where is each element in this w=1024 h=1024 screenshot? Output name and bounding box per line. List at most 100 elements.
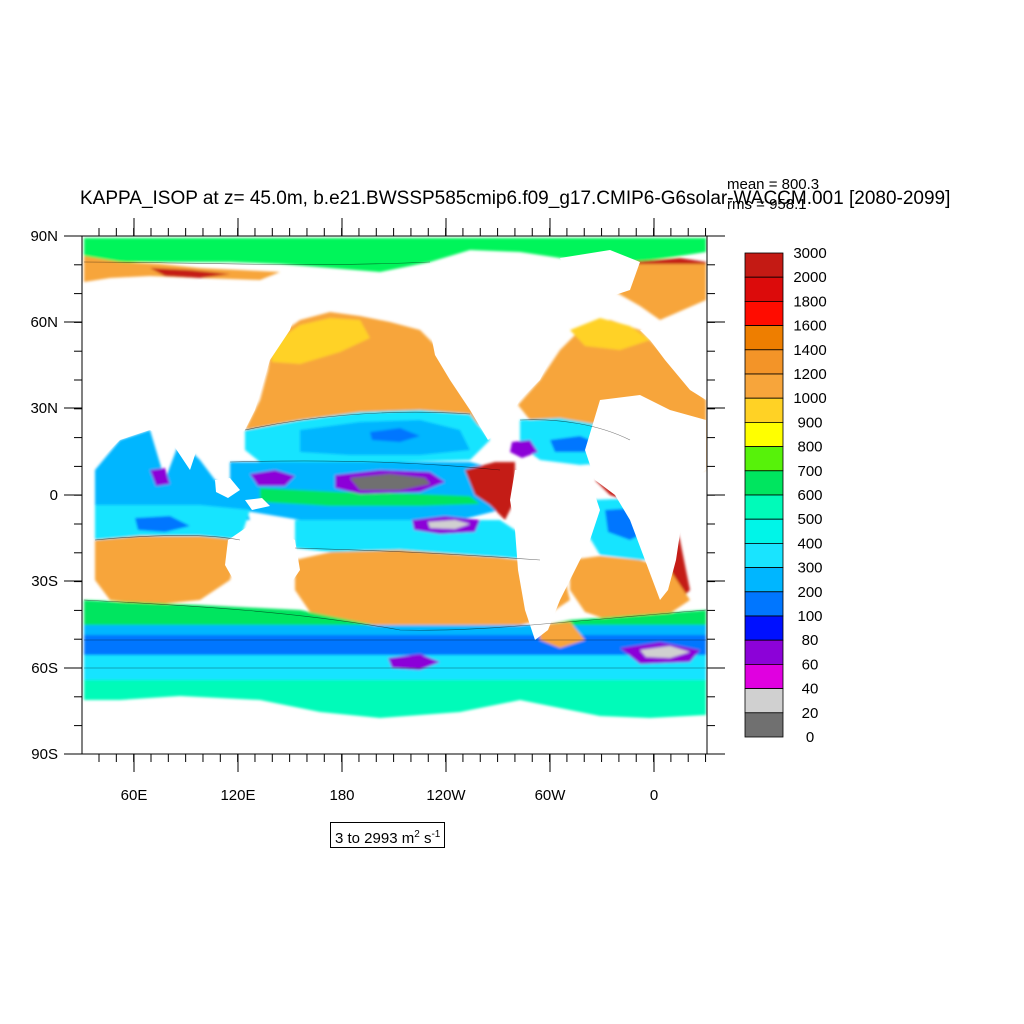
arctic-ocean (84, 238, 706, 272)
colorbar-label: 60 (802, 656, 819, 673)
north-pacific-yellow (270, 318, 370, 364)
colorbar-label: 600 (797, 487, 822, 504)
land-africa (585, 395, 706, 600)
land-eurasia (84, 280, 706, 470)
lon-label: 0 (650, 787, 658, 804)
colorbar-swatch (744, 349, 784, 375)
south-pacific-grey (428, 520, 470, 529)
range-unit-exponent: 2 (414, 829, 420, 840)
colorbar-label: 100 (797, 608, 822, 625)
colorbar-label: 2000 (793, 269, 826, 286)
indian-ocean-north (95, 430, 250, 520)
lat-label: 0 (50, 487, 58, 504)
lat-labels: 90N 60N 30N 0 30S 60S 90S (30, 228, 58, 763)
land-greenland (560, 250, 640, 300)
indian-ocean-blue (135, 516, 190, 532)
colorbar-label: 3000 (793, 245, 826, 262)
colorbar-swatch (744, 712, 784, 738)
lon-label: 180 (329, 787, 354, 804)
colorbar-label: 1600 (793, 318, 826, 335)
lon-label: 120W (426, 787, 466, 804)
colorbar-label: 300 (797, 560, 822, 577)
lat-label: 60N (30, 314, 58, 331)
colorbar-label: 400 (797, 535, 822, 552)
colorbar-label: 20 (802, 705, 819, 722)
ocean-field (84, 238, 706, 718)
caribbean-min (510, 440, 538, 458)
stats-mean: mean = 800.3 (727, 176, 819, 193)
land (84, 250, 706, 754)
indian-ocean-subtropical (95, 532, 240, 605)
north-atlantic-yellow (570, 318, 650, 350)
lon-labels: 60E 120E 180 120W 60W 0 (121, 787, 659, 804)
colorbar-swatch (744, 325, 784, 351)
arabian-sea-min (150, 468, 170, 486)
colorbar-label: 40 (802, 681, 819, 698)
colorbar-swatch (744, 494, 784, 520)
lat-label: 30S (31, 573, 58, 590)
colorbar-swatch (744, 567, 784, 593)
colorbar-swatch (744, 276, 784, 302)
equatorial-pacific-grey (350, 474, 430, 490)
colorbar-swatch (744, 591, 784, 617)
colorbar-swatch (744, 470, 784, 496)
colorbar-label: 1000 (793, 390, 826, 407)
stats-rms: rms = 958.1 (727, 196, 807, 213)
colorbar-swatch (744, 688, 784, 714)
colorbar-label: 1200 (793, 366, 826, 383)
colorbar-swatch (744, 300, 784, 326)
lat-label: 90S (31, 746, 58, 763)
land-australia (225, 525, 300, 600)
colorbar-label: 0 (806, 729, 814, 746)
south-atlantic-subpolar-grey (640, 646, 690, 658)
east-pacific-red (465, 462, 515, 520)
land-south-america (510, 470, 600, 640)
west-pacific-min (250, 470, 295, 486)
lat-label: 30N (30, 400, 58, 417)
colorbar-swatch (744, 421, 784, 447)
range-s-exponent: -1 (431, 829, 441, 840)
colorbar-label: 800 (797, 439, 822, 456)
arctic-margin-red (150, 258, 706, 278)
colorbar-label: 1400 (793, 342, 826, 359)
colorbar-label: 500 (797, 511, 822, 528)
lat-label: 60S (31, 660, 58, 677)
land-north-america (430, 270, 560, 440)
north-pacific-lowcore (370, 428, 420, 442)
colorbar-swatch (744, 664, 784, 690)
colorbar-swatch (744, 518, 784, 544)
lat-label: 90N (30, 228, 58, 245)
colorbar: 3000200018001600140012001000900800700600… (744, 245, 827, 746)
data-range-label: 3 to 2993 m2 s-1 (330, 822, 446, 848)
minor-ticks (74, 228, 715, 762)
colorbar-swatch (744, 543, 784, 569)
colorbar-swatch (744, 639, 784, 665)
equatorial-pacific-green (260, 488, 480, 506)
drake-passage-orange (540, 622, 585, 648)
range-unit-s: s (419, 830, 432, 847)
lon-label: 60E (121, 787, 148, 804)
south-pacific (295, 548, 570, 632)
contour-lines (83, 261, 707, 669)
map-panel (82, 236, 707, 754)
colorbar-label: 700 (797, 463, 822, 480)
lon-label: 120E (220, 787, 255, 804)
colorbar-swatch (744, 397, 784, 423)
southern-ocean-min (388, 654, 440, 670)
land-maritime-continent (215, 478, 270, 510)
colorbar-swatch (744, 373, 784, 399)
range-text: 3 to 2993 m (335, 830, 415, 847)
chart-title: KAPPA_ISOP at z= 45.0m, b.e21.BWSSP585cm… (80, 188, 950, 209)
colorbar-swatch (744, 446, 784, 472)
colorbar-label: 200 (797, 584, 822, 601)
southern-ocean-outer (84, 680, 706, 718)
colorbar-label: 1800 (793, 293, 826, 310)
land-antarctica (84, 700, 706, 754)
colorbar-label: 80 (802, 632, 819, 649)
colorbar-label: 900 (797, 414, 822, 431)
lon-label: 60W (535, 787, 567, 804)
arctic-margin-orange (84, 256, 280, 282)
colorbar-swatch (744, 252, 784, 278)
colorbar-swatch (744, 615, 784, 641)
